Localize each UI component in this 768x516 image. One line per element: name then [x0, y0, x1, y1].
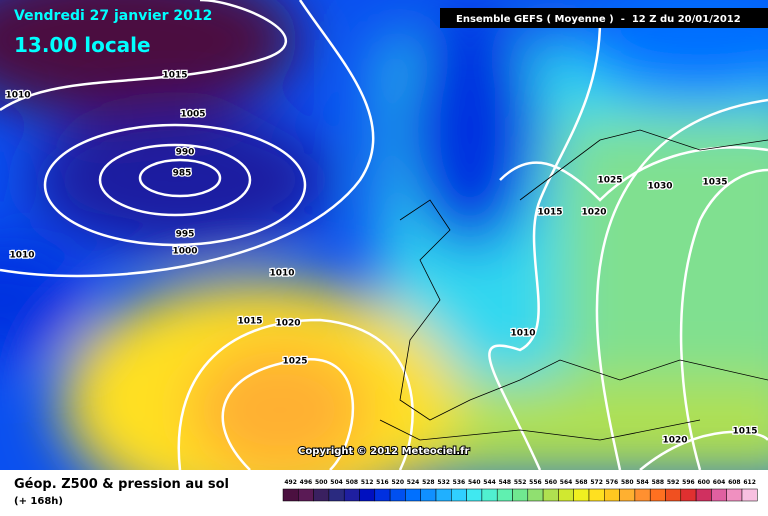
run-box: [440, 8, 768, 28]
isobar-label: 1020: [662, 436, 687, 446]
scale-label: 536: [453, 479, 466, 486]
copyright: Copyright © 2012 Meteociel.fr: [298, 446, 469, 457]
scale-label: 560: [544, 479, 557, 486]
scale-label: 504: [330, 479, 343, 486]
isobar-labels: 1015 1010 1005 990 985 995 1000 1010 101…: [4, 69, 759, 447]
scale-swatch: [695, 488, 712, 502]
scale-swatch: [343, 488, 360, 502]
color-scale: 492 496 500 504 508 512 516 520 524 528 532 536 540 5…: [282, 479, 758, 502]
scale-swatch: [512, 488, 529, 502]
scale-swatch: [741, 488, 758, 502]
date: Vendredi 27 janvier 2012: [14, 8, 212, 24]
scale-label: 528: [422, 479, 435, 486]
scale-label: 596: [682, 479, 695, 486]
isobar-label: 1010: [5, 91, 30, 101]
isobar-label: 1020: [581, 208, 606, 218]
scale-swatch: [711, 488, 727, 502]
scale-label: 580: [621, 479, 634, 486]
scale-swatch: [558, 488, 574, 502]
scale-swatch: [405, 488, 421, 502]
scale-label: 496: [300, 479, 313, 486]
scale-label: 572: [590, 479, 603, 486]
isobar-label: 1015: [537, 208, 562, 218]
scale-swatch: [374, 488, 391, 502]
footer-title: Géop. Z500 & pression au sol: [14, 477, 229, 492]
scale-swatch: [328, 488, 345, 502]
scale-swatch: [680, 488, 697, 502]
scale-label: 492: [284, 479, 297, 486]
isobar-label: 1015: [162, 71, 187, 81]
scale-swatch: [726, 488, 743, 502]
scale-swatch: [359, 488, 376, 502]
scale-swatch: [496, 488, 513, 502]
scale-label: 588: [652, 479, 665, 486]
isobar-label: 1015: [732, 427, 757, 437]
scale-swatch: [588, 488, 605, 502]
scale-label: 512: [361, 479, 374, 486]
isobar-label: 995: [176, 230, 195, 240]
isobar-label: 1030: [647, 182, 672, 192]
isobar-label: 1000: [172, 247, 197, 257]
isobar-label: 1010: [9, 251, 34, 261]
isobar-label: 1035: [702, 178, 727, 188]
scale-label: 584: [636, 479, 649, 486]
run-info: Ensemble GEFS ( Moyenne ) - 12 Z du 20/0…: [456, 14, 741, 25]
scale-swatch: [282, 488, 299, 502]
time: 13.00 locale: [14, 33, 151, 57]
scale-swatch: [649, 488, 666, 502]
scale-swatch: [420, 488, 437, 502]
scale-label: 600: [697, 479, 710, 486]
scale-swatch: [542, 488, 559, 502]
scale-label: 524: [407, 479, 420, 486]
scale-label: 540: [468, 479, 481, 486]
isobar-label: 1025: [282, 357, 307, 367]
isobar-label: 1010: [510, 329, 535, 339]
isobar-label: 985: [173, 169, 192, 179]
scale-swatch: [298, 488, 314, 502]
scale-label: 508: [346, 479, 359, 486]
scale-swatch: [665, 488, 682, 502]
scale-label: 552: [514, 479, 527, 486]
scale-label: 568: [575, 479, 588, 486]
scale-swatch: [619, 488, 636, 502]
scale-label: 544: [483, 479, 496, 486]
isobar-label: 990: [176, 148, 195, 158]
scale-label: 532: [437, 479, 450, 486]
scale-label: 592: [667, 479, 680, 486]
scale-label: 516: [376, 479, 389, 486]
scale-label: 612: [743, 479, 756, 486]
scale-label: 500: [315, 479, 328, 486]
isobar-label: 1010: [269, 269, 294, 279]
footer-lead: (+ 168h): [14, 496, 63, 507]
isobar-label: 1020: [275, 319, 300, 329]
scale-label: 608: [728, 479, 741, 486]
isobar-label: 1025: [597, 176, 622, 186]
scale-swatch: [435, 488, 452, 502]
scale-swatch: [466, 488, 483, 502]
isobar-label: 1005: [180, 110, 205, 120]
scale-swatch: [451, 488, 467, 502]
scale-label: 556: [529, 479, 542, 486]
scale-swatch: [634, 488, 651, 502]
scale-label: 576: [606, 479, 619, 486]
scale-label: 520: [391, 479, 404, 486]
isobar-label: 1015: [237, 317, 262, 327]
scale-label: 604: [713, 479, 726, 486]
scale-swatch: [313, 488, 330, 502]
scale-label: 548: [499, 479, 512, 486]
scale-swatch: [573, 488, 590, 502]
scale-swatch: [389, 488, 406, 502]
scale-swatch: [604, 488, 620, 502]
scale-label: 564: [560, 479, 573, 486]
scale-swatch: [481, 488, 498, 502]
scale-swatch: [527, 488, 544, 502]
